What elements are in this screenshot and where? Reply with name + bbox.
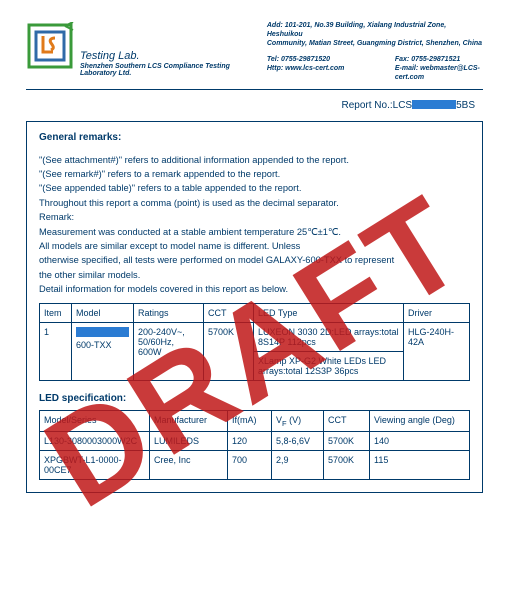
cell-ang: 140 (370, 432, 470, 451)
lab-logo (26, 22, 74, 70)
fax: Fax: 0755-29871521 (395, 56, 483, 65)
th-mfr: Manufacturer (150, 410, 228, 432)
led-spec-table: Model/Series Manufacturer If(mA) VF (V) … (39, 410, 470, 481)
remark-line: Measurement was conducted at a stable am… (39, 225, 470, 239)
cell-cct: 5700K (204, 322, 254, 380)
cell-model: XPGBWT-L1-0000-00CE7 (40, 451, 150, 480)
th-driver: Driver (404, 303, 470, 322)
letterhead: Testing Lab. Shenzhen Southern LCS Compl… (0, 0, 509, 87)
th-if: If(mA) (228, 410, 272, 432)
remark-line: the other similar models. (39, 268, 470, 282)
th-vf: VF (V) (272, 410, 324, 432)
cell-mfr: Cree, Inc (150, 451, 228, 480)
remark-line: Remark: (39, 210, 470, 224)
email: E-mail: webmaster@LCS-cert.com (395, 65, 483, 83)
cell-ratings: 200-240V~, 50/60Hz, 600W (134, 322, 204, 380)
remarks-heading: General remarks: (39, 132, 470, 143)
th-ratings: Ratings (134, 303, 204, 322)
report-suffix: 5BS (456, 100, 475, 111)
report-prefix: Report No.:LCS (342, 100, 413, 111)
remark-line: "(See remark#)" refers to a remark appen… (39, 167, 470, 181)
model-suffix: 600-TXX (76, 340, 112, 350)
cell-if: 700 (228, 451, 272, 480)
th-angle: Viewing angle (Deg) (370, 410, 470, 432)
redacted-block (412, 100, 456, 109)
content-box: General remarks: "(See attachment#)" ref… (26, 121, 483, 494)
cell-model: L130-3080003000W2C (40, 432, 150, 451)
addr-line-2: Community, Matian Street, Guangming Dist… (267, 40, 483, 49)
cell-mfr: LUMILEDS (150, 432, 228, 451)
th-cct: CCT (324, 410, 370, 432)
brand-block: Testing Lab. Shenzhen Southern LCS Compl… (80, 22, 267, 77)
table-header-row: Item Model Ratings CCT LED Type Driver (40, 303, 470, 322)
led-spec-heading: LED specification: (39, 393, 470, 404)
redacted-block (76, 327, 129, 337)
remark-line: "(See appended table)" refers to a table… (39, 181, 470, 195)
header-rule (26, 89, 483, 90)
th-item: Item (40, 303, 72, 322)
remark-line: Throughout this report a comma (point) i… (39, 196, 470, 210)
table-row: 1 600-TXX 200-240V~, 50/60Hz, 600W 5700K… (40, 322, 470, 351)
cell-ang: 115 (370, 451, 470, 480)
th-ledtype: LED Type (254, 303, 404, 322)
brand-name: Testing Lab. (80, 50, 267, 62)
remark-line: All models are similar except to model n… (39, 239, 470, 253)
tel: Tel: 0755-29871520 (267, 56, 377, 65)
remark-line: Detail information for models covered in… (39, 282, 470, 296)
addr-line-1: Add: 101-201, No.39 Building, Xialang In… (267, 22, 483, 40)
cell-ledtype-2: XLamp XP-G2 White LEDs LED arrays:total … (254, 351, 404, 380)
cell-driver: HLG-240H-42A (404, 322, 470, 380)
models-table: Item Model Ratings CCT LED Type Driver 1… (39, 303, 470, 381)
cell-model: 600-TXX (72, 322, 134, 380)
cell-vf: 5,8-6,6V (272, 432, 324, 451)
remark-line: otherwise specified, all tests were perf… (39, 253, 470, 267)
cell-cct: 5700K (324, 451, 370, 480)
http: Http: www.lcs-cert.com (267, 65, 377, 83)
cell-cct: 5700K (324, 432, 370, 451)
cell-ledtype-1: LUXEON 3030 2D:LED arrays:total 8S14P 11… (254, 322, 404, 351)
report-number: Report No.:LCS 5BS (0, 100, 475, 111)
cell-if: 120 (228, 432, 272, 451)
th-model: Model/Series (40, 410, 150, 432)
th-model: Model (72, 303, 134, 322)
table-header-row: Model/Series Manufacturer If(mA) VF (V) … (40, 410, 470, 432)
cell-item: 1 (40, 322, 72, 380)
brand-sub: Shenzhen Southern LCS Compliance Testing… (80, 63, 267, 77)
cell-vf: 2,9 (272, 451, 324, 480)
remark-line: "(See attachment#)" refers to additional… (39, 153, 470, 167)
address-block: Add: 101-201, No.39 Building, Xialang In… (267, 22, 483, 83)
th-cct: CCT (204, 303, 254, 322)
table-row: L130-3080003000W2C LUMILEDS 120 5,8-6,6V… (40, 432, 470, 451)
table-row: XPGBWT-L1-0000-00CE7 Cree, Inc 700 2,9 5… (40, 451, 470, 480)
remarks-body: "(See attachment#)" refers to additional… (39, 153, 470, 297)
